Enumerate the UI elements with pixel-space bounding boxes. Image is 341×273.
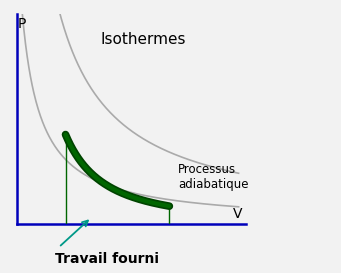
Text: P: P <box>18 17 26 31</box>
Text: Travail fourni: Travail fourni <box>55 252 159 266</box>
Text: Processus
adiabatique: Processus adiabatique <box>178 163 249 191</box>
Text: Isothermes: Isothermes <box>100 32 186 47</box>
Text: V: V <box>233 207 242 221</box>
